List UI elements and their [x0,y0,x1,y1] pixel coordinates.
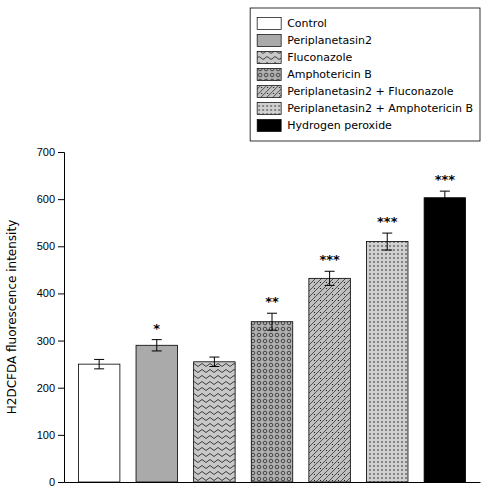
error-bar [94,359,104,368]
bar [194,362,235,482]
legend-item: Amphotericin B [257,68,372,81]
legend-label: Amphotericin B [287,68,372,81]
significance-label: ** [265,294,279,309]
legend-swatch [257,86,281,98]
bar [309,278,350,482]
legend-label: Periplanetasin2 + Fluconazole [287,85,454,98]
legend-label: Periplanetasin2 + Amphotericin B [287,102,473,115]
bar [251,322,292,482]
y-tick: 100 [37,429,64,441]
y-axis: 0 100 200 300 400 500 600 700 [37,146,65,488]
legend-swatch [257,120,281,132]
legend-label: Hydrogen peroxide [287,119,392,132]
y-axis-line [58,153,65,483]
legend-item: Periplanetasin2 [257,34,372,47]
legend-label: Control [287,17,327,30]
y-tick: 600 [37,193,64,205]
bar [78,364,119,482]
legend-item: Fluconazole [257,51,352,64]
y-tick-mark [58,341,64,342]
y-tick-label: 700 [37,146,55,158]
plot: 0100200300400500600700************ [37,146,481,488]
significance: ************ [153,172,455,336]
legend-swatch [257,103,281,115]
y-tick-mark [58,482,64,483]
error-bar [209,357,219,366]
legend-item: Control [257,17,327,30]
legend-swatch [257,18,281,30]
y-tick: 500 [37,240,64,252]
y-tick-label: 200 [37,382,55,394]
y-tick-label: 0 [49,476,55,488]
significance-label: * [153,321,160,336]
legend-swatch [257,52,281,64]
y-tick: 0 [49,476,64,488]
chart: 0100200300400500600700************H2DCFD… [0,0,495,504]
legend-label: Fluconazole [287,51,352,64]
y-tick-label: 300 [37,335,55,347]
error-bar [382,233,392,250]
y-tick: 700 [37,146,64,158]
error-bar [440,191,450,204]
y-tick: 200 [37,382,64,394]
y-tick-mark [58,246,64,247]
y-tick-mark [58,293,64,294]
y-tick-mark [58,199,64,200]
bar [424,198,465,482]
legend-item: Periplanetasin2 + Fluconazole [257,85,454,98]
y-tick-mark [58,435,64,436]
x-axis-line [65,482,481,483]
y-tick-label: 600 [37,193,55,205]
y-tick-mark [58,388,64,389]
y-axis-title: H2DCFDA fluorescence intensity [5,220,19,414]
y-tick: 300 [37,335,64,347]
y-tick-label: 100 [37,429,55,441]
legend: Control Periplanetasin2 Fluconazole Amphote… [250,8,480,141]
x-axis [65,482,481,483]
y-tick: 400 [37,287,64,299]
y-tick-label: 500 [37,240,55,252]
significance-label: *** [377,214,398,229]
legend-swatch [257,35,281,47]
bar [136,345,177,482]
y-tick-label: 400 [37,287,55,299]
significance-label: *** [319,252,340,267]
error-bar [152,340,162,351]
y-tick-mark [58,152,64,153]
legend-frame [250,8,480,141]
error-bar [267,313,277,330]
bar [366,242,407,482]
legend-swatch [257,69,281,81]
legend-item: Periplanetasin2 + Amphotericin B [257,102,473,115]
marks [78,191,465,482]
legend-label: Periplanetasin2 [287,34,372,47]
legend-item: Hydrogen peroxide [257,119,392,132]
significance-label: *** [435,172,456,187]
error-bar [325,271,335,285]
